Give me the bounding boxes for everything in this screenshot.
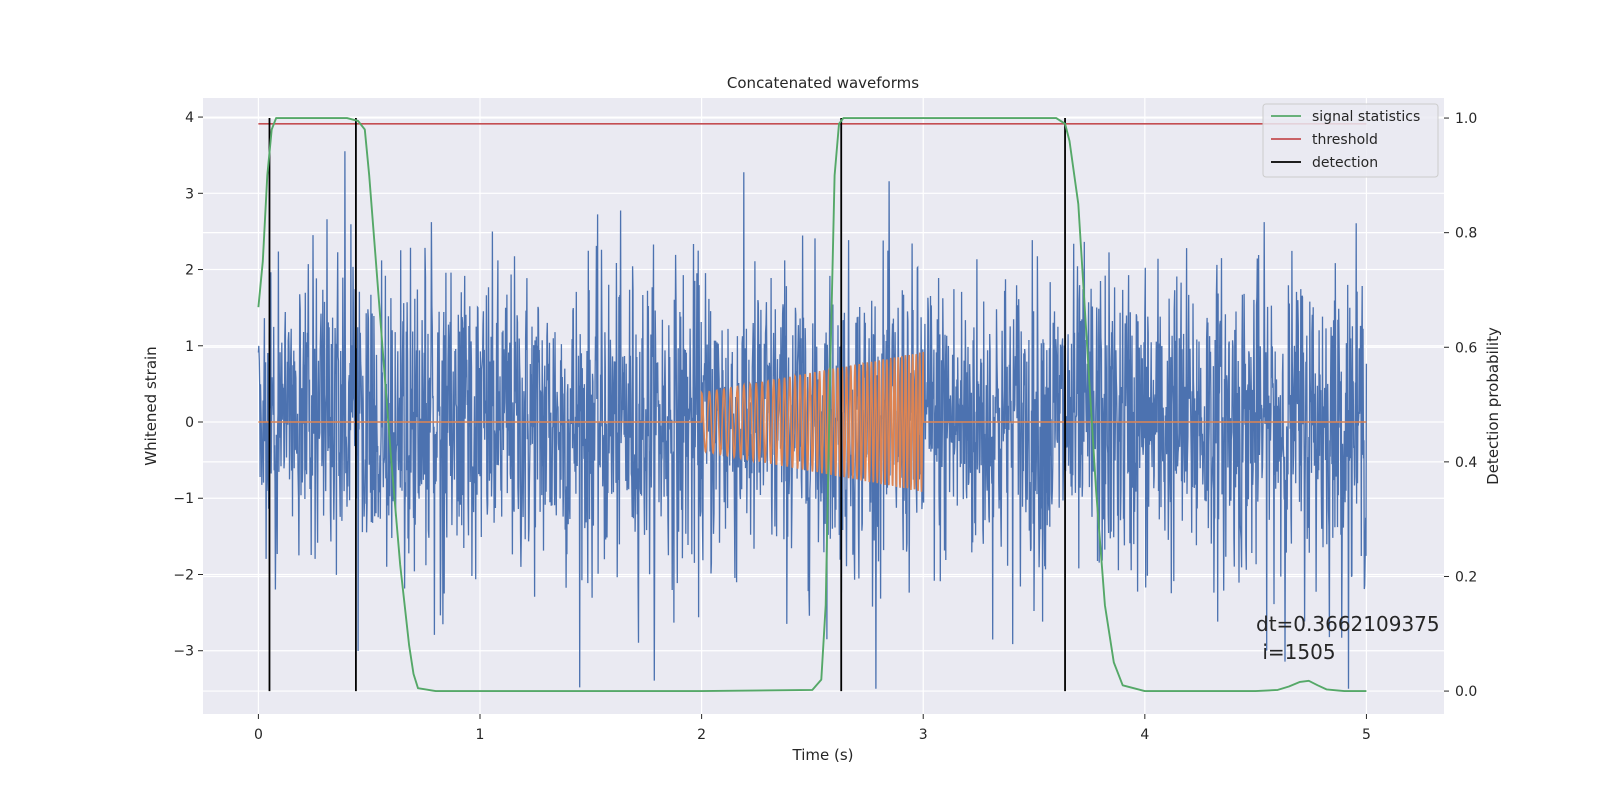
y-tick-label-left: 2 <box>185 263 194 279</box>
signal-statistics-line <box>257 117 1367 693</box>
annotation-i: i=1505 <box>1256 640 1336 664</box>
y-tick-label-left: −1 <box>173 491 194 507</box>
x-tick-label: 1 <box>476 727 485 743</box>
tick-layer: 0 1 2 3 4 5 −3 −2 −1 0 1 2 3 4 0.0 0.2 0.4 0.6 0.8 1.0 <box>173 110 1477 743</box>
x-tick-label: 2 <box>697 727 706 743</box>
y-tick-label-left: 4 <box>185 110 194 126</box>
y-tick-label-right: 0.0 <box>1455 684 1477 700</box>
y-axis-title-right: Detection probability <box>1484 327 1502 485</box>
y-tick-label-right: 0.4 <box>1455 455 1477 471</box>
y-tick-label-left: −3 <box>173 644 194 660</box>
y-tick-label-left: 0 <box>185 415 194 431</box>
x-tick-label: 5 <box>1362 727 1371 743</box>
y-axis-title-left: Whitened strain <box>142 346 160 465</box>
x-tick-label: 0 <box>254 727 263 743</box>
annotation-dt: dt=0.3662109375 <box>1256 612 1440 636</box>
legend-label-threshold: threshold <box>1312 132 1378 148</box>
strain-noise-line <box>257 151 1368 689</box>
y-tick-label-right: 0.2 <box>1455 569 1477 585</box>
legend-box <box>1262 103 1439 178</box>
legend-label-signal-statistics: signal statistics <box>1312 109 1420 125</box>
y-tick-label-left: −2 <box>173 567 194 583</box>
y-tick-label-left: 1 <box>185 339 194 355</box>
y-tick-label-right: 0.8 <box>1455 226 1477 242</box>
x-axis-title: Time (s) <box>792 746 854 764</box>
legend: signal statistics threshold detection <box>1262 103 1439 178</box>
chart-title: Concatenated waveforms <box>727 74 919 92</box>
x-tick-label: 3 <box>919 727 928 743</box>
x-tick-label: 4 <box>1140 727 1149 743</box>
data-layer <box>257 117 1368 693</box>
y-tick-label-right: 1.0 <box>1455 111 1477 127</box>
y-tick-label-right: 0.6 <box>1455 340 1477 356</box>
y-tick-label-left: 3 <box>185 186 194 202</box>
legend-label-detection: detection <box>1312 155 1378 171</box>
injection-chirp-line <box>258 351 1367 492</box>
